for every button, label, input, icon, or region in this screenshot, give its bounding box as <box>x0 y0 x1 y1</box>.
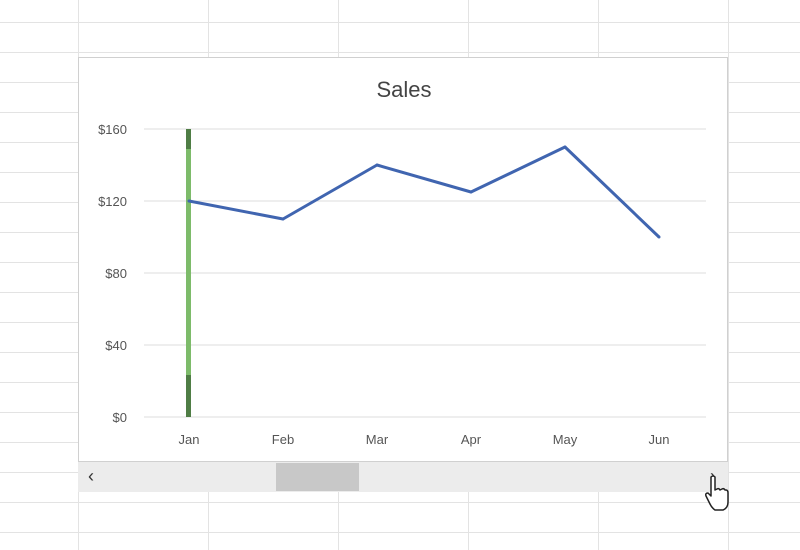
data-point <box>375 163 379 167</box>
data-point <box>469 190 473 194</box>
x-tick-label: Mar <box>366 432 389 447</box>
data-point <box>281 217 285 221</box>
x-tick-label: Jan <box>179 432 200 447</box>
y-tick-label: $40 <box>105 338 127 353</box>
chart-scrollbar[interactable]: ‹ › <box>78 462 728 492</box>
y-tick-label: $120 <box>98 194 127 209</box>
chart-title: Sales <box>376 77 431 102</box>
data-point <box>187 199 191 203</box>
y-tick-label: $160 <box>98 122 127 137</box>
chart-area[interactable]: Sales $0 $40 $80 $120 $160 Jan Feb Mar Apr May Jun <box>78 57 728 462</box>
scrollbar-thumb[interactable] <box>276 463 359 491</box>
y-tick-label: $80 <box>105 266 127 281</box>
line-chart: Sales $0 $40 $80 $120 $160 Jan Feb Mar Apr May Jun <box>98 77 706 447</box>
x-tick-label: Feb <box>272 432 294 447</box>
chevron-left-icon[interactable]: ‹ <box>88 466 94 486</box>
data-point <box>563 145 567 149</box>
series-line <box>188 145 661 239</box>
x-tick-label: Jun <box>649 432 670 447</box>
highlight-bar-end <box>186 375 191 417</box>
y-tick-label: $0 <box>113 410 127 425</box>
hand-pointer-icon <box>705 475 729 511</box>
highlight-bar-end <box>186 129 191 149</box>
x-tick-label: May <box>553 432 578 447</box>
highlight-bar <box>186 129 191 417</box>
x-tick-label: Apr <box>461 432 482 447</box>
data-point <box>657 235 661 239</box>
